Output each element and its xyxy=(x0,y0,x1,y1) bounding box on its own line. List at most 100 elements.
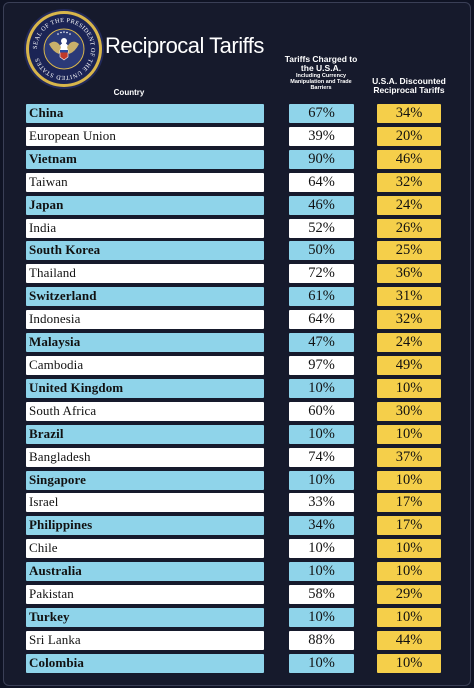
country-name: United Kingdom xyxy=(29,379,124,395)
discounted-cell: 44% xyxy=(377,630,441,650)
country-name: Australia xyxy=(29,563,82,579)
discounted-value: 30% xyxy=(395,402,423,419)
country-name: China xyxy=(29,105,64,120)
discounted-cell: 17% xyxy=(377,516,441,536)
discounted-value: 24% xyxy=(395,334,423,351)
charged-cell: 10% xyxy=(289,607,354,627)
country-cell: Thailand xyxy=(26,264,264,284)
discounted-value: 46% xyxy=(395,150,423,167)
country-name: Bangladesh xyxy=(29,448,91,464)
discounted-cell: 10% xyxy=(377,562,441,582)
country-cell: Sri Lanka xyxy=(26,630,264,650)
charged-cell: 64% xyxy=(289,310,354,330)
country-cell: Chile xyxy=(26,539,264,559)
table-row: South Korea 50% 25% xyxy=(0,241,474,261)
table-row: South Africa 60% 30% xyxy=(0,401,474,421)
country-name: Philippines xyxy=(29,517,93,533)
country-column-header: Country xyxy=(113,88,145,97)
charged-value: 72% xyxy=(308,265,335,282)
table-row: Switzerland 61% 31% xyxy=(0,287,474,307)
country-name: Japan xyxy=(29,196,64,212)
charged-cell: 10% xyxy=(289,653,354,673)
country-name: Cambodia xyxy=(29,356,84,372)
charged-value: 90% xyxy=(308,150,335,167)
discounted-value: 17% xyxy=(395,517,423,534)
charged-cell: 61% xyxy=(289,287,354,307)
discounted-value: 32% xyxy=(395,311,423,328)
country-name: Thailand xyxy=(29,265,77,281)
discounted-cell: 49% xyxy=(377,355,441,375)
charged-cell: 72% xyxy=(289,264,354,284)
country-name: Chile xyxy=(29,540,58,556)
discounted-value: 29% xyxy=(395,586,423,603)
charged-cell: 50% xyxy=(289,241,354,261)
country-name: India xyxy=(29,219,57,235)
discounted-cell: 17% xyxy=(377,493,441,513)
charged-value: 60% xyxy=(308,402,335,419)
charged-cell: 34% xyxy=(289,516,354,536)
country-cell: Cambodia xyxy=(26,355,264,375)
charged-value: 74% xyxy=(308,448,335,465)
charged-cell: 33% xyxy=(289,493,354,513)
charged-value: 10% xyxy=(308,654,335,671)
charged-value: 88% xyxy=(308,631,335,648)
charged-cell: 39% xyxy=(289,126,354,146)
discounted-cell: 10% xyxy=(377,607,441,627)
country-cell: Switzerland xyxy=(26,287,264,307)
discounted-cell: 10% xyxy=(377,653,441,673)
discounted-cell: 25% xyxy=(377,241,441,261)
charged-cell: 10% xyxy=(289,562,354,582)
discounted-cell: 30% xyxy=(377,401,441,421)
country-name: Turkey xyxy=(29,608,70,624)
table-row: India 52% 26% xyxy=(0,218,474,238)
charged-cell: 74% xyxy=(289,447,354,467)
country-name: Pakistan xyxy=(29,586,74,602)
discounted-value: 10% xyxy=(395,654,423,671)
charged-value: 97% xyxy=(308,356,335,373)
table-row: Singapore 10% 10% xyxy=(0,470,474,490)
discounted-cell: 26% xyxy=(377,218,441,238)
discounted-value: 34% xyxy=(395,105,423,121)
charged-cell: 67% xyxy=(289,104,354,123)
charged-value: 10% xyxy=(308,425,335,442)
table-row: Chile 10% 10% xyxy=(0,539,474,559)
country-name: Vietnam xyxy=(29,150,77,166)
charged-cell: 60% xyxy=(289,401,354,421)
table-row: Brazil 10% 10% xyxy=(0,424,474,444)
table-row: United Kingdom 10% 10% xyxy=(0,378,474,398)
discounted-value: 25% xyxy=(395,242,423,259)
table-row: Israel 33% 17% xyxy=(0,493,474,513)
charged-value: 50% xyxy=(308,242,335,259)
charged-cell: 47% xyxy=(289,333,354,353)
charged-cell: 97% xyxy=(289,355,354,375)
charged-cell: 46% xyxy=(289,195,354,215)
discounted-cell: 10% xyxy=(377,378,441,398)
table-row: Sri Lanka 88% 44% xyxy=(0,630,474,650)
country-name: Sri Lanka xyxy=(29,631,81,647)
country-cell: South Korea xyxy=(26,241,264,261)
discounted-cell: 24% xyxy=(377,195,441,215)
discounted-value: 10% xyxy=(395,540,423,557)
country-cell: China xyxy=(26,104,264,123)
discounted-cell: 36% xyxy=(377,264,441,284)
charged-value: 64% xyxy=(308,173,335,190)
discounted-value: 20% xyxy=(395,127,423,144)
table-row: European Union 39% 20% xyxy=(0,126,474,146)
discounted-value: 32% xyxy=(395,173,423,190)
charged-cell: 10% xyxy=(289,539,354,559)
country-name: Malaysia xyxy=(29,334,81,350)
discounted-cell: 24% xyxy=(377,333,441,353)
discounted-cell: 32% xyxy=(377,310,441,330)
discounted-cell: 29% xyxy=(377,585,441,605)
charged-cell: 10% xyxy=(289,378,354,398)
country-name: South Korea xyxy=(29,242,101,258)
table-row: Taiwan 64% 32% xyxy=(0,172,474,192)
charged-value: 61% xyxy=(308,288,335,305)
discounted-cell: 37% xyxy=(377,447,441,467)
country-cell: Taiwan xyxy=(26,172,264,192)
charged-cell: 90% xyxy=(289,149,354,169)
discounted-cell: 31% xyxy=(377,287,441,307)
charged-value: 10% xyxy=(308,608,335,625)
discounted-cell: 10% xyxy=(377,470,441,490)
country-cell: Turkey xyxy=(26,607,264,627)
